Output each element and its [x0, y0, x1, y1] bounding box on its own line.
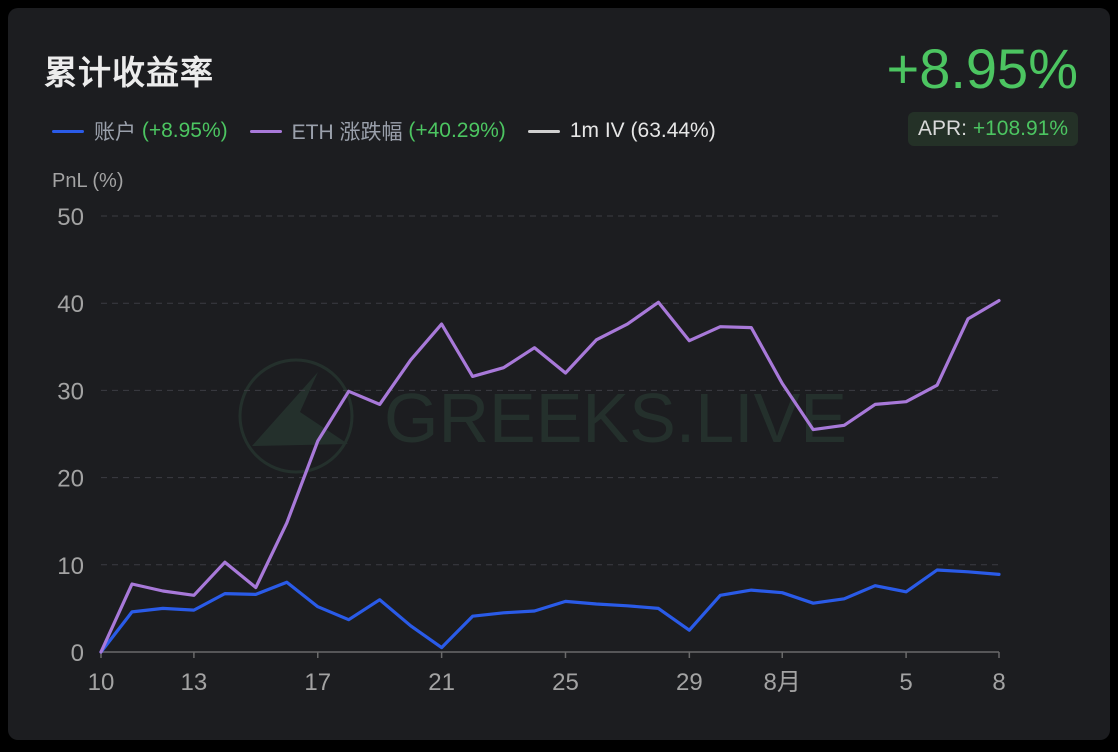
x-tick-label: 5 — [899, 669, 912, 696]
headline-return: +8.95% — [886, 37, 1079, 100]
legend-value-iv: (63.44%) — [630, 119, 716, 142]
x-tick-label: 17 — [304, 669, 331, 696]
legend-swatch-eth — [249, 129, 282, 133]
x-tick-label: 8月 — [764, 669, 801, 696]
y-tick-label: 40 — [57, 291, 84, 318]
legend-swatch-account — [52, 129, 84, 133]
x-tick-label: 29 — [676, 669, 703, 696]
y-tick-label: 10 — [57, 553, 84, 580]
legend-value-account: (+8.95%) — [141, 119, 228, 142]
y-axis-label: PnL (%) — [52, 170, 124, 192]
y-tick-label: 0 — [71, 640, 84, 667]
x-tick-label: 8 — [992, 669, 1005, 696]
chart-title: 累计收益率 — [44, 53, 214, 92]
watermark-logo-icon — [252, 372, 348, 446]
apr-value: +108.91% — [972, 117, 1068, 140]
y-tick-label: 50 — [57, 204, 84, 231]
y-tick-label: 30 — [57, 378, 84, 405]
legend-swatch-iv — [527, 129, 560, 133]
legend-item-eth[interactable]: ETH 涨跌幅 (+40.29%) — [249, 116, 506, 146]
series-line-account — [99, 568, 1001, 654]
x-tick-label: 21 — [428, 669, 455, 696]
apr-label: APR: — [917, 117, 967, 140]
watermark-logo-ring — [238, 358, 354, 474]
series-line-eth — [99, 299, 1001, 654]
y-tick-label: 20 — [57, 466, 84, 493]
x-tick-label: 25 — [552, 669, 579, 696]
legend-value-eth: (+40.29%) — [408, 119, 506, 142]
legend-item-iv[interactable]: 1m IV (63.44%) — [527, 119, 716, 143]
x-tick-label: 10 — [88, 669, 115, 696]
watermark: GREEKS.LIVE — [238, 358, 847, 474]
legend: 账户 (+8.95%) ETH 涨跌幅 (+40.29%) 1m IV (63.… — [52, 116, 738, 146]
legend-label-iv: 1m IV — [569, 119, 625, 142]
apr-badge: APR: +108.91% — [907, 112, 1078, 146]
x-tick-label: 13 — [181, 669, 208, 696]
legend-label-eth: ETH 涨跌幅 — [291, 121, 403, 144]
legend-item-account[interactable]: 账户 (+8.95%) — [52, 116, 228, 146]
watermark-text: GREEKS.LIVE — [384, 379, 847, 457]
legend-label-account: 账户 — [94, 121, 136, 144]
